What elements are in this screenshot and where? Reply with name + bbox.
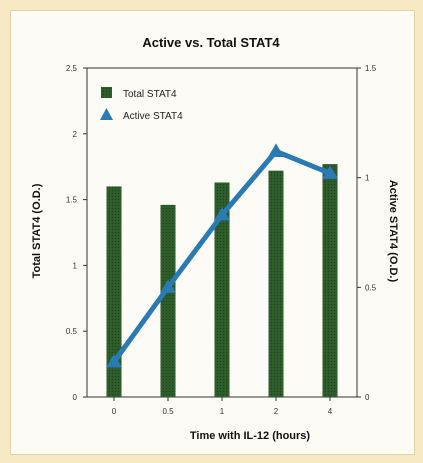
x-tick-label: 0.5	[162, 407, 174, 416]
legend-label-total-stat4: Total STAT4	[123, 89, 177, 100]
x-axis-title: Time with IL-12 (hours)	[190, 430, 311, 442]
bar-total-stat4	[214, 182, 230, 397]
y-right-tick-label: 0	[365, 393, 370, 402]
chart-title: Active vs. Total STAT4	[142, 35, 280, 50]
y-right-tick-label: 1.5	[365, 64, 377, 73]
y-axis-left-title: Total STAT4 (O.D.)	[31, 183, 43, 278]
y-left-tick-label: 1	[73, 261, 78, 270]
y-left-tick-label: 0	[73, 393, 78, 402]
bar-total-stat4	[322, 164, 338, 397]
legend-swatch-total-stat4	[101, 87, 112, 98]
x-tick-label: 4	[328, 407, 333, 416]
x-tick-label: 0	[112, 407, 117, 416]
marker-active-stat4	[322, 165, 338, 179]
x-tick-label: 1	[220, 407, 225, 416]
bar-total-stat4	[268, 170, 284, 397]
marker-active-stat4	[268, 143, 284, 157]
legend-swatch-active-stat4	[100, 108, 113, 120]
marker-active-stat4	[214, 206, 230, 221]
y-left-tick-label: 2	[73, 130, 78, 139]
x-tick-label: 2	[274, 407, 279, 416]
y-left-tick-label: 1.5	[66, 196, 78, 205]
y-right-tick-label: 1	[365, 174, 370, 183]
bar-total-stat4	[106, 186, 122, 397]
y-axis-right-title: Active STAT4 (O.D.)	[387, 180, 399, 283]
y-left-tick-label: 0.5	[66, 327, 78, 336]
plot-area: 0 0.5 1 1.5 2 2.5 0 0.5 1 1.5 0 0.5 1 2 4 Total STAT4 Ac…	[66, 64, 377, 416]
marker-active-stat4	[160, 279, 176, 293]
y-right-tick-label: 0.5	[365, 283, 377, 292]
chart-frame	[10, 10, 415, 455]
bar-total-stat4	[160, 204, 176, 397]
marker-active-stat4	[106, 353, 122, 368]
legend-label-active-stat4: Active STAT4	[123, 111, 183, 122]
y-left-tick-label: 2.5	[66, 64, 78, 73]
